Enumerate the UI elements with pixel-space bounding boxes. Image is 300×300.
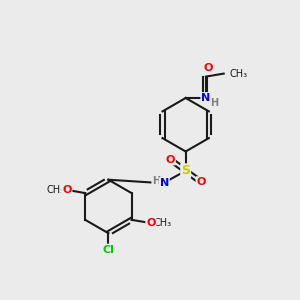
- Text: CH₃: CH₃: [46, 185, 64, 195]
- Text: H: H: [210, 98, 218, 108]
- Text: O: O: [166, 154, 175, 164]
- Text: N: N: [201, 93, 211, 103]
- Text: N: N: [160, 178, 169, 188]
- Text: Cl: Cl: [103, 244, 114, 255]
- Text: O: O: [204, 63, 213, 73]
- Text: S: S: [181, 164, 190, 177]
- Text: CH₃: CH₃: [153, 218, 171, 228]
- Text: O: O: [146, 218, 156, 228]
- Text: H: H: [152, 176, 160, 186]
- Text: CH₃: CH₃: [229, 69, 247, 79]
- Text: O: O: [62, 185, 71, 195]
- Text: O: O: [196, 177, 206, 187]
